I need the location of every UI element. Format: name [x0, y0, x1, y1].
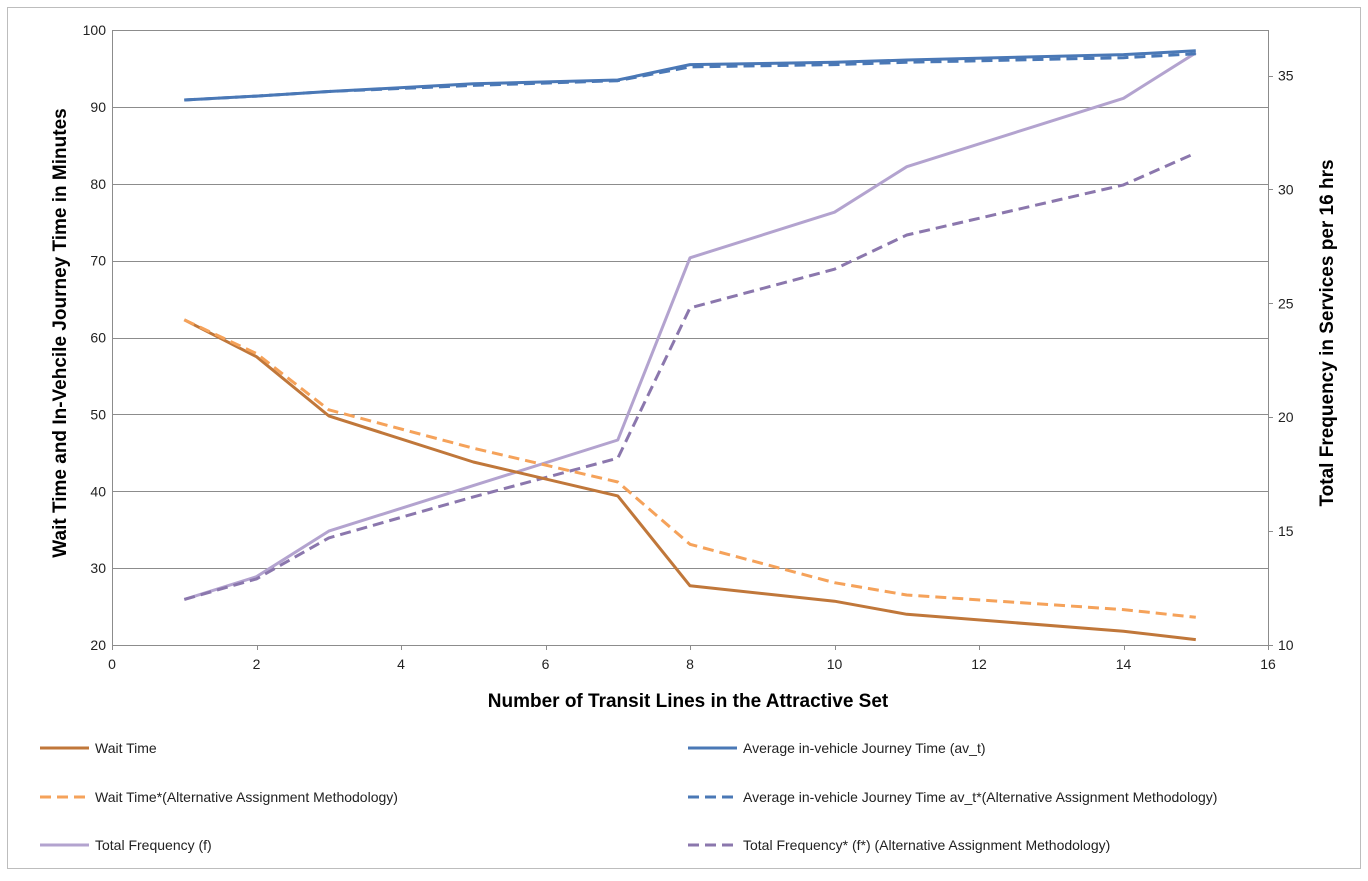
- y2-axis-title: Total Frequency in Services per 16 hrs: [1317, 159, 1338, 506]
- legend-label: Total Frequency (f): [95, 837, 212, 853]
- y-tick-label: 80: [90, 176, 106, 192]
- legend-label: Wait Time*(Alternative Assignment Method…: [95, 789, 398, 805]
- legend-label: Total Frequency* (f*) (Alternative Assig…: [743, 837, 1110, 853]
- y2-tick-label: 35: [1278, 68, 1294, 84]
- legend-label: Average in-vehicle Journey Time (av_t): [743, 740, 986, 756]
- series-line: [184, 49, 1196, 102]
- y2-tick-label: 30: [1278, 181, 1294, 197]
- y-tick-label: 90: [90, 99, 106, 115]
- x-tick-label: 16: [1260, 656, 1276, 672]
- y-tick-label: 60: [90, 330, 106, 346]
- y2-tick-label: 10: [1278, 637, 1294, 653]
- y-tick-label: 70: [90, 253, 106, 269]
- series-line: [183, 51, 1197, 601]
- series-line: [183, 318, 1196, 619]
- y2-tick-label: 25: [1278, 295, 1294, 311]
- x-tick-label: 12: [971, 656, 987, 672]
- y-tick-label: 40: [90, 483, 106, 499]
- x-tick-label: 6: [542, 656, 550, 672]
- y2-tick-label: 20: [1278, 409, 1294, 425]
- x-tick-label: 8: [686, 656, 694, 672]
- x-tick-label: 10: [827, 656, 843, 672]
- y-tick-label: 50: [90, 406, 106, 422]
- legend-label: Wait Time: [95, 740, 157, 756]
- x-tick-label: 4: [397, 656, 405, 672]
- legend-label: Average in-vehicle Journey Time av_t*(Al…: [743, 789, 1217, 805]
- x-tick-label: 14: [1116, 656, 1132, 672]
- x-tick-label: 2: [253, 656, 261, 672]
- series-line: [183, 318, 1196, 642]
- y-tick-label: 20: [90, 637, 106, 653]
- x-axis-title: Number of Transit Lines in the Attractiv…: [488, 691, 889, 712]
- chart-border: [7, 7, 1361, 869]
- y2-tick-label: 15: [1278, 523, 1294, 539]
- y-tick-label: 30: [90, 560, 106, 576]
- x-tick-label: 0: [108, 656, 116, 672]
- series-lines: [183, 49, 1197, 642]
- y-tick-label: 100: [83, 22, 107, 38]
- y-axis-title: Wait Time and In-Vehcile Journey Time in…: [50, 108, 71, 557]
- legend: Wait Time Average in-vehicle Journey Time…: [40, 740, 1217, 853]
